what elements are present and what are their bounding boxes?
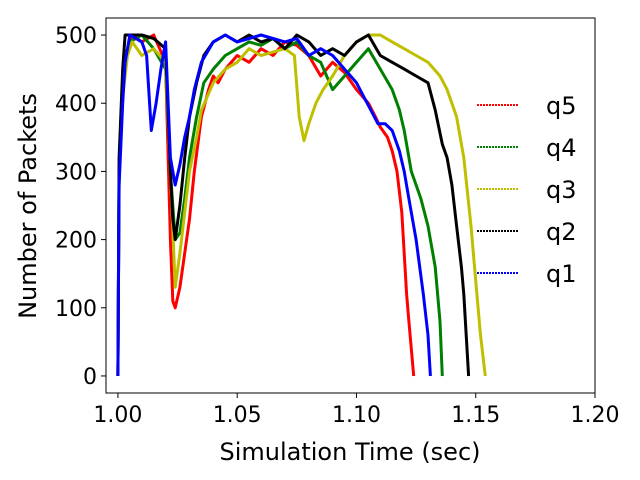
series-line-q5	[116, 33, 416, 377]
y-tick-label: 100	[55, 297, 97, 322]
x-axis-label: Simulation Time (sec)	[219, 438, 480, 466]
legend-label-q5: q5	[546, 92, 577, 120]
y-axis-label: Number of Packets	[14, 93, 42, 319]
legend-label-q1: q1	[546, 260, 577, 288]
y-tick-label: 0	[83, 365, 97, 390]
x-tick-label: 1.00	[93, 403, 142, 428]
legend: q5 q4 q3 q2 q1	[477, 92, 577, 288]
x-tick-label: 1.10	[332, 403, 381, 428]
y-tick-label: 500	[55, 24, 97, 49]
y-tick-label: 400	[55, 92, 97, 117]
y-tick-label: 300	[55, 160, 97, 185]
series-line-q4	[116, 33, 444, 377]
x-tick-label: 1.05	[213, 403, 262, 428]
plot-area-frame	[105, 17, 596, 394]
y-tick-label: 200	[55, 229, 97, 254]
x-axis: 1.00 1.05 1.10 1.15 1.20	[93, 393, 619, 428]
x-tick-label: 1.20	[571, 403, 620, 428]
legend-label-q2: q2	[546, 218, 577, 246]
series-line-q2	[116, 33, 471, 377]
legend-label-q3: q3	[546, 176, 577, 204]
legend-label-q4: q4	[546, 134, 577, 162]
series-layer	[116, 33, 487, 377]
y-axis: 0 100 200 300 400 500	[55, 24, 106, 390]
series-line-q1	[116, 33, 432, 377]
x-tick-label: 1.15	[451, 403, 500, 428]
